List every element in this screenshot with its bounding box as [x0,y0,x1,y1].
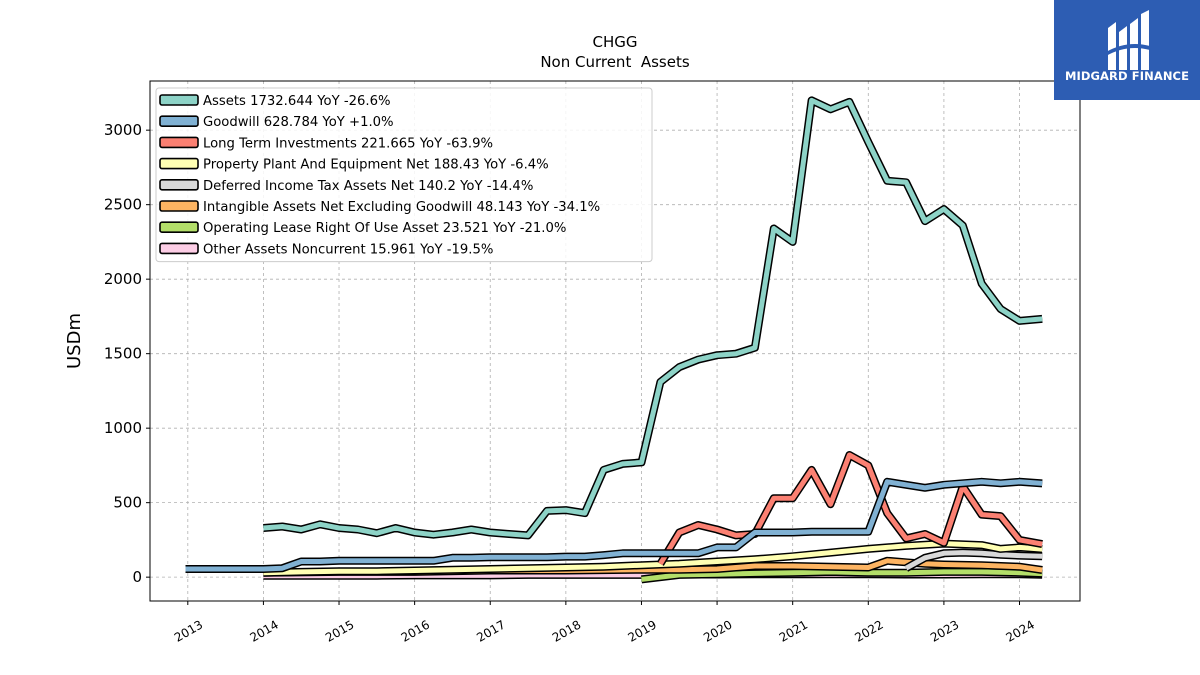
legend-entry: Deferred Income Tax Assets Net 140.2 YoY… [159,179,533,194]
y-tick-label: 1000 [104,419,142,437]
legend-label: Assets 1732.644 YoY -26.6% [203,94,391,109]
series-deferred-income-tax-assets-net [904,548,1043,572]
legend-entry: Other Assets Noncurrent 15.961 YoY -19.5… [159,242,493,257]
legend-label: Operating Lease Right Of Use Asset 23.52… [203,221,566,236]
x-tick-label: 2021 [777,617,810,644]
y-axis-label: USDm [64,313,85,369]
legend-entry: Property Plant And Equipment Net 188.43 … [159,157,549,173]
legend-entry: Assets 1732.644 YoY -26.6% [159,94,391,109]
series-operating-lease-right-of-use-asset [641,567,1043,584]
legend-swatch [159,221,199,233]
y-tick-label: 2000 [104,270,142,288]
legend-entry: Long Term Investments 221.665 YoY -63.9% [159,136,493,151]
x-tick-label: 2018 [550,617,583,644]
legend-label: Deferred Income Tax Assets Net 140.2 YoY… [203,179,533,194]
series-line [263,541,1043,576]
legend-label: Long Term Investments 221.665 YoY -63.9% [203,136,493,151]
legend-swatch [159,136,199,149]
x-tick-label: 2024 [1004,617,1037,644]
x-tick-label: 2015 [323,617,356,644]
brand-name: MIDGARD FINANCE [1064,69,1190,83]
legend-swatch [159,200,199,212]
legend-label: Property Plant And Equipment Net 188.43 … [203,158,549,173]
grid-layer [150,81,1080,601]
legend-entry: Goodwill 628.784 YoY +1.0% [159,115,394,130]
legend-swatch [159,115,199,127]
series-line [263,97,1043,538]
chart-subtitle: Non Current Assets [540,53,690,71]
legend-swatch [159,157,199,170]
x-tick-label: 2022 [852,617,885,644]
series-layer [185,96,1043,584]
legend-swatch [159,242,199,255]
y-tick-label: 3000 [104,121,142,139]
series-goodwill [185,477,1043,573]
series-line [185,479,1043,572]
legend-entry: Operating Lease Right Of Use Asset 23.52… [159,221,566,236]
y-tick-label: 0 [132,568,142,586]
midgard-finance-logo-icon [1106,10,1150,70]
x-tick-label: 2016 [399,617,432,644]
x-tick-label: 2013 [172,617,205,644]
y-tick-label: 500 [113,494,142,512]
x-tick-label: 2020 [701,617,734,644]
legend-label: Intangible Assets Net Excluding Goodwill… [203,200,600,215]
y-tick-label: 2500 [104,196,142,214]
legend-swatch [159,179,199,191]
x-tick-label: 2019 [626,617,659,644]
legend-label: Other Assets Noncurrent 15.961 YoY -19.5… [203,242,493,257]
series-line [641,569,1043,582]
series-assets [263,96,1043,540]
x-tick-label: 2014 [247,617,280,644]
legend-swatch [159,94,199,106]
chart-title: CHGG [593,33,638,51]
series-long-term-investments [656,451,1043,566]
legend: Assets 1732.644 YoY -26.6% Goodwill 628.7… [155,87,653,263]
plot-frame [149,80,1081,602]
series-line [904,550,1043,571]
legend-box [155,87,653,263]
brand-logo: MIDGARD FINANCE [1054,0,1200,100]
y-tick-label: 1500 [104,345,142,363]
series-property-plant-and-equipment-net [263,539,1043,577]
x-tick-label: 2017 [474,617,507,644]
x-tick-label: 2023 [928,617,961,644]
series-line [658,452,1043,566]
legend-entry: Intangible Assets Net Excluding Goodwill… [159,200,600,215]
legend-label: Goodwill 628.784 YoY +1.0% [203,115,394,130]
